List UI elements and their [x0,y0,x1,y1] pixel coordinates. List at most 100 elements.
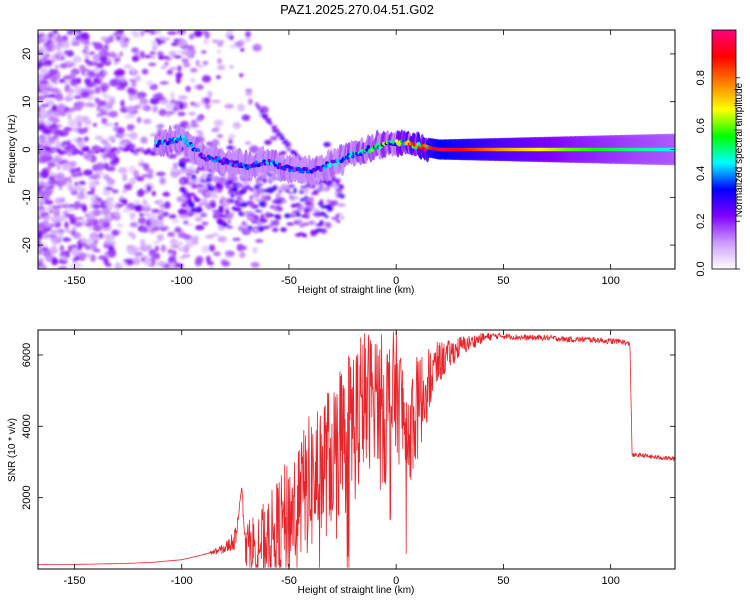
spectrogram-noise-blob [178,95,188,100]
spectrogram-noise-blob [113,61,119,65]
spectrogram-scatter-blob [227,225,234,229]
spectrogram-noise-blob [138,159,145,164]
spectrogram-noise-blob [72,226,77,231]
spectrogram-noise-blob [97,100,107,107]
spectrogram-scatter-blob [266,178,274,182]
spectrogram-x-tick-label: 100 [601,275,619,287]
spectrogram-noise-blob [185,223,194,227]
spectrogram-noise-blob [101,70,108,76]
spectrogram-scatter-blob [297,219,303,224]
spectrogram-noise-blob [109,34,114,43]
spectrogram-branch-blob [277,134,282,138]
spectrogram-noise-blob [59,244,64,253]
spectrogram-noise-blob [38,230,44,239]
spectrogram-noise-blob [150,55,156,59]
spectrogram-noise-blob [92,123,98,127]
spectrogram-signal-core [333,162,337,167]
spectrogram-scatter-blob [229,199,236,203]
spectrogram-noise-blob [84,253,92,258]
spectrogram-noise-blob [252,43,262,52]
spectrogram-noise-blob [205,234,215,239]
spectrogram-band-blob [133,151,139,156]
spectrogram-noise-blob [88,180,98,188]
spectrogram-noise-blob [159,99,170,105]
spectrogram-noise-blob [84,58,89,64]
spectrogram-branch-blob [273,125,277,129]
spectrogram-noise-blob [120,40,129,49]
spectrogram-scatter-blob [214,189,223,193]
spectrogram-noise-blob [195,59,200,67]
spectrogram-noise-blob [190,68,198,73]
spectrogram-noise-blob [152,105,158,113]
spectrogram-noise-blob [169,168,179,172]
spectrogram-noise-blob [102,106,109,112]
spectrogram-scatter-blob [217,218,222,225]
spectrogram-noise-blob [82,204,87,213]
spectrogram-noise-blob [165,103,175,110]
colorbar-ticks: 0.0 0.2 0.4 0.6 0.8 [695,70,740,277]
spectrogram-noise-blob [96,104,101,112]
spectrogram-noise-blob [104,251,109,259]
spectrogram-scatter-blob [227,174,235,180]
spectrogram-noise-blob [202,60,209,66]
spectrogram-scatter-blob [299,190,304,194]
spectrogram-noise-blob [73,200,81,209]
spectrogram-noise-blob [50,179,58,186]
spectrogram-noise-blob [44,198,49,205]
spectrogram-noise-blob [226,30,234,36]
spectrogram-noise-blob [38,182,46,186]
snr-series-line [38,331,675,568]
spectrogram-scatter-blob [319,183,324,187]
spectrogram-noise-blob [216,75,221,80]
spectrogram-scatter-blob [193,194,198,200]
spectrogram-noise-blob [58,78,66,84]
spectrogram-noise-blob [129,177,136,185]
spectrogram-noise-blob [206,261,215,266]
spectrogram-scatter-blob [196,207,203,213]
spectrogram-scatter-blob [291,196,299,200]
spectrogram-noise-blob [217,235,227,243]
spectrogram-scatter-blob [334,216,339,222]
snr-panel: -150 -100 -50 0 50 100 2000 4000 6000 Height of… [7,329,676,596]
spectrogram-scatter-blob [201,221,209,226]
spectrogram-noise-blob [92,209,102,217]
spectrogram-noise-blob [113,69,123,77]
spectrogram-y-tick-label: -10 [21,189,33,205]
spectrogram-noise-blob [224,250,235,256]
spectrogram-scatter-blob [232,185,239,193]
spectrogram-x-axis-label: Height of straight line (km) [298,285,415,296]
spectrogram-noise-blob [77,141,86,149]
spectrogram-noise-blob [245,88,253,93]
spectrogram-scatter-blob [255,179,260,186]
spectrogram-signal-core [349,151,354,155]
spectrogram-noise-blob [149,30,157,35]
spectrogram-noise-blob [111,189,119,194]
spectrogram-noise-blob [71,248,80,257]
spectrogram-scatter-blob [191,183,197,189]
spectrogram-noise-blob [126,87,135,94]
spectrogram-noise-blob [121,189,128,194]
spectrogram-noise-blob [107,249,117,258]
spectrogram-scatter-blob [207,185,214,191]
spectrogram-noise-blob [131,67,136,75]
spectrogram-scatter-blob [219,184,224,190]
spectrogram-noise-blob [140,227,147,233]
spectrogram-noise-blob [64,50,74,56]
spectrogram-noise-blob [99,55,108,63]
spectrogram-noise-blob [239,245,247,251]
spectrogram-noise-blob [84,78,92,86]
spectrogram-noise-blob [156,260,167,267]
spectrogram-signal-core [224,158,229,162]
spectrogram-noise-blob [134,204,144,212]
spectrogram-noise-blob [143,164,150,171]
spectrogram-scatter-blob [199,179,208,183]
spectrogram-scatter-blob [202,185,208,189]
spectrogram-signal-core [259,161,264,166]
spectrogram-scatter-blob [324,214,329,219]
spectrogram-noise-blob [194,177,202,184]
spectrogram-noise-blob [129,131,138,140]
snr-y-axis-label: SNR (10 * v/v) [7,418,18,482]
spectrogram-noise-blob [160,244,167,253]
spectrogram-noise-blob [126,245,134,249]
spectrogram-noise-blob [156,234,164,242]
